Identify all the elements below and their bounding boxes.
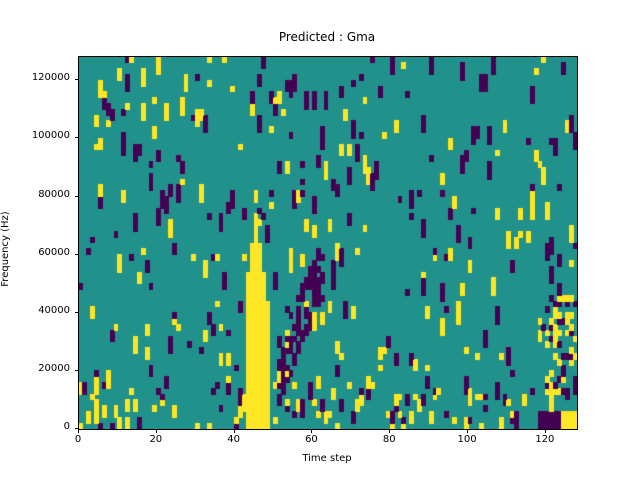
x-tick-mark — [311, 429, 313, 433]
heatmap-image[interactable] — [79, 57, 577, 429]
x-tick-mark — [389, 429, 391, 433]
heatmap-axes[interactable] — [78, 56, 578, 430]
x-tick-mark — [544, 429, 546, 433]
x-tick-label: 40 — [227, 434, 240, 445]
x-tick-label: 80 — [382, 434, 396, 445]
y-tick-label: 120000 — [31, 72, 70, 84]
x-tick-mark — [233, 429, 235, 433]
x-tick-label: 0 — [74, 434, 82, 445]
page-title: Predicted : Gma — [278, 30, 376, 44]
y-tick-label: 0 — [63, 421, 70, 432]
x-axis-label: Time step — [302, 453, 352, 464]
y-tick-label: 80000 — [38, 188, 70, 200]
y-tick-mark — [74, 369, 78, 371]
y-tick-label: 60000 — [38, 246, 70, 258]
x-tick-label: 120 — [535, 434, 555, 445]
y-tick-label: 40000 — [38, 304, 70, 316]
y-tick-mark — [74, 137, 78, 139]
x-tick-label: 20 — [149, 434, 163, 445]
x-tick-label: 100 — [457, 434, 477, 445]
x-tick-label: 60 — [305, 434, 318, 445]
y-tick-mark — [74, 311, 78, 313]
y-axis-label: Frequency (Hz) — [0, 211, 11, 287]
y-tick-label: 20000 — [38, 362, 70, 374]
x-tick-mark — [467, 429, 469, 433]
y-tick-label: 100000 — [31, 130, 70, 142]
y-tick-mark — [74, 428, 78, 429]
x-tick-mark — [78, 429, 79, 433]
y-tick-mark — [74, 79, 78, 81]
y-tick-mark — [74, 253, 78, 255]
y-tick-mark — [74, 195, 78, 197]
x-tick-mark — [155, 429, 157, 433]
